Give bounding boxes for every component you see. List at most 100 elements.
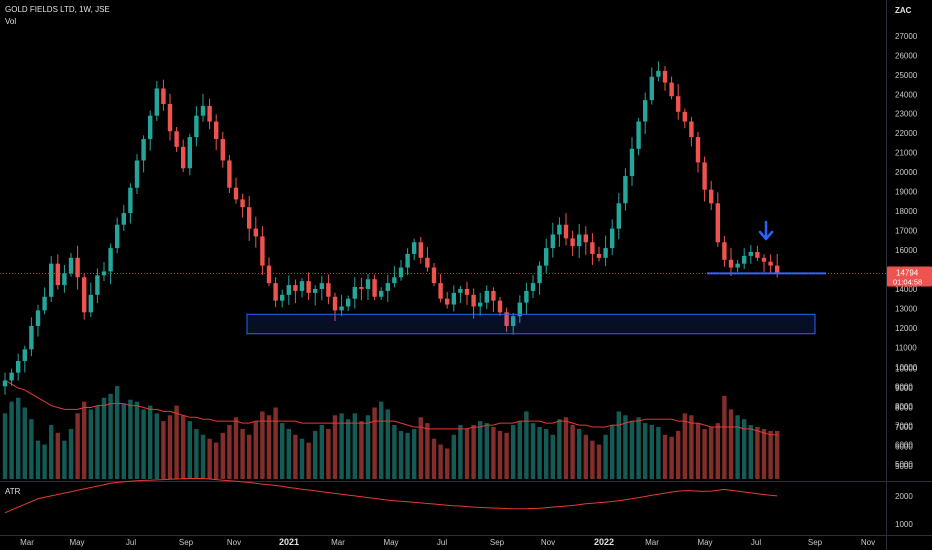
- candle-body: [596, 253, 602, 258]
- time-tick-label: Nov: [541, 538, 555, 547]
- price-tick-label: 11000: [895, 343, 917, 352]
- candle-body: [379, 290, 384, 297]
- volume-bar: [412, 428, 417, 479]
- candle-body: [240, 199, 245, 208]
- volume-bar: [181, 415, 186, 479]
- volume-tick-label: 8000: [895, 404, 913, 413]
- candle-body: [121, 213, 126, 225]
- candle-body: [689, 121, 694, 138]
- candle-body: [445, 298, 450, 305]
- volume-bar: [154, 413, 159, 479]
- volume-bar: [141, 409, 146, 479]
- volume-bar: [214, 442, 219, 479]
- volume-bar: [167, 415, 173, 479]
- volume-bar: [524, 411, 529, 479]
- volume-bar: [266, 415, 272, 479]
- candle-body: [266, 265, 272, 284]
- price-tick-label: 26000: [895, 51, 918, 60]
- volume-bar: [359, 421, 364, 479]
- candle-body: [775, 265, 780, 274]
- candle-body: [174, 131, 179, 147]
- candle-body: [537, 265, 542, 284]
- price-tick-label: 13000: [895, 304, 918, 313]
- volume-bar: [293, 434, 298, 479]
- volume-bar: [286, 428, 291, 479]
- time-tick-label: Nov: [861, 538, 875, 547]
- volume-bar: [451, 434, 456, 479]
- price-tag: [887, 266, 932, 287]
- candle-body: [247, 207, 252, 229]
- price-tick-label: 14000: [895, 285, 918, 294]
- volume-bar: [35, 440, 41, 479]
- volume-bar: [689, 415, 694, 479]
- volume-bar: [2, 413, 8, 479]
- support-zone: [246, 313, 816, 335]
- atr-label: ATR: [5, 487, 21, 496]
- volume-tick-label: 7000: [895, 423, 913, 432]
- candle-body: [643, 100, 648, 122]
- volume-bar: [484, 423, 489, 479]
- candle-body: [55, 263, 60, 286]
- atr-line: [4, 478, 778, 514]
- volume-bar: [761, 428, 767, 479]
- candle-body: [748, 251, 753, 256]
- candle-body: [497, 300, 503, 313]
- candle-body: [478, 302, 483, 307]
- time-tick-label: Mar: [331, 538, 345, 547]
- overlays: [0, 220, 886, 335]
- arrow-down-icon: [758, 220, 774, 241]
- price-tick-label: 19000: [895, 188, 918, 197]
- volume-bar: [431, 438, 437, 479]
- volume-bar: [445, 448, 450, 479]
- volume-bar: [22, 407, 27, 479]
- volume-bar: [49, 425, 54, 479]
- volume-bar: [583, 434, 588, 479]
- volume-bar: [346, 419, 351, 479]
- candle-body: [154, 88, 159, 116]
- volume-bar: [273, 407, 278, 479]
- volume-bar: [379, 401, 384, 479]
- candle-body: [530, 283, 536, 291]
- price-tick-label: 17000: [895, 227, 918, 236]
- candle-body: [88, 294, 93, 313]
- price-tick-label: 20000: [895, 168, 918, 177]
- volume-bar: [735, 415, 740, 479]
- candle-body: [313, 288, 318, 293]
- time-tick-label: Jul: [126, 538, 136, 547]
- candle-body: [656, 70, 661, 77]
- volume-bar: [233, 417, 239, 479]
- volume-label: Vol: [5, 17, 17, 26]
- candle-body: [557, 224, 562, 235]
- volume-tick-label: 6000: [895, 443, 913, 452]
- candle-body: [82, 277, 87, 313]
- time-tick-label: 2022: [594, 537, 614, 547]
- volume-bar: [253, 421, 258, 479]
- volume-bar: [9, 401, 14, 479]
- candle-body: [167, 104, 173, 132]
- atr-tick-label: 1000: [895, 520, 913, 529]
- candle-body: [200, 105, 206, 116]
- volume-bar: [88, 409, 93, 479]
- candle-body: [709, 189, 714, 204]
- axes: 5000 6000 7000 8000 9000 10000 11000 12000 13000…: [20, 32, 932, 547]
- volume-bar: [115, 386, 120, 479]
- volume-bar: [669, 436, 674, 479]
- volume-bar: [365, 415, 371, 479]
- candlesticks: [2, 61, 780, 395]
- volume-bar: [62, 440, 67, 479]
- price-tick-label: 16000: [895, 246, 918, 255]
- time-tick-label: May: [697, 538, 712, 547]
- volume-bar: [458, 425, 463, 479]
- price-tick-label: 12000: [895, 324, 918, 333]
- symbol-title: GOLD FIELDS LTD, 1W, JSE: [5, 5, 110, 14]
- candle-body: [35, 310, 41, 326]
- candle-body: [438, 283, 443, 299]
- price-tick-label: 10000: [895, 363, 918, 372]
- volume-bar: [418, 417, 423, 479]
- volume-bar: [702, 428, 707, 479]
- candle-body: [504, 312, 509, 326]
- candle-body: [220, 139, 225, 161]
- candle-body: [398, 267, 404, 278]
- candle-body: [115, 224, 120, 249]
